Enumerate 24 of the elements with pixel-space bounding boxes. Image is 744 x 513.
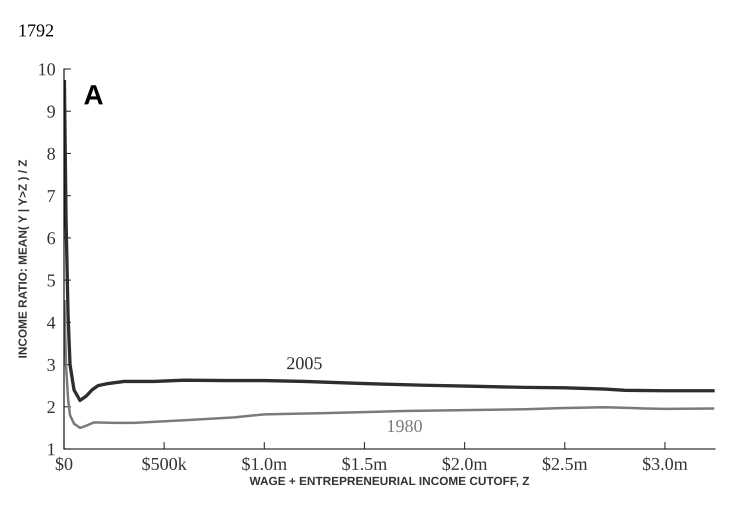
y-tick-label: 7	[48, 190, 56, 202]
y-tick-label: 8	[47, 148, 55, 160]
y-axis-title: INCOME RATIO: MEAN( Y | Y>Z ) / Z	[18, 160, 30, 358]
y-tick-label: 2	[47, 401, 55, 414]
x-tick-label: $1.5m	[342, 456, 387, 472]
x-tick-label: $500k	[142, 456, 187, 472]
x-tick-label: $2.0m	[442, 456, 488, 472]
x-tick-label: $3.0m	[642, 456, 688, 472]
x-axis-title: WAGE + ENTREPRENEURIAL INCOME CUTOFF, Z	[250, 476, 530, 487]
y-tick-label: 3	[48, 358, 55, 371]
x-tick-label: $1.0m	[242, 456, 287, 472]
y-tick-label: 6	[47, 232, 56, 244]
y-tick-label: 4	[46, 316, 56, 329]
y-tick-label: 1	[48, 443, 55, 456]
text: 1792	[20, 24, 54, 37]
x-tick-label: $2.5m	[542, 456, 588, 472]
line-series	[64, 80, 715, 402]
y-tick-label: 10	[39, 63, 55, 76]
y-tick-label: 9	[47, 106, 55, 118]
series-label: 1980	[388, 420, 422, 432]
series-label: 2005	[287, 357, 322, 370]
y-tick-label: 5	[48, 274, 55, 287]
annotation: A	[84, 85, 103, 104]
x-tick-label: $0	[56, 456, 72, 472]
